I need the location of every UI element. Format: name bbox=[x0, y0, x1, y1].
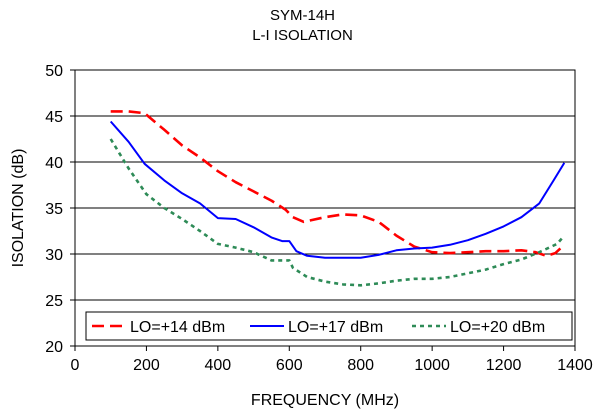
y-tick-label: 40 bbox=[45, 155, 63, 172]
chart-subtitle: L-I ISOLATION bbox=[252, 27, 353, 44]
series-line-3 bbox=[109, 138, 566, 287]
x-tick-label: 1000 bbox=[414, 357, 450, 374]
series-line-1 bbox=[110, 110, 566, 258]
legend-item-1: LO=+14 dBm bbox=[92, 319, 225, 336]
y-tick-label: 20 bbox=[45, 339, 63, 356]
legend-item-3: LO=+20 dBm bbox=[412, 319, 545, 336]
legend-item-2: LO=+17 dBm bbox=[250, 319, 383, 336]
x-tick-label: 400 bbox=[205, 357, 232, 374]
y-tick-label: 25 bbox=[45, 293, 63, 310]
x-tick-label: 0 bbox=[71, 357, 80, 374]
legend-label: LO=+20 dBm bbox=[450, 319, 545, 336]
legend-label: LO=+14 dBm bbox=[130, 319, 225, 336]
x-axis-ticks: 0 200 400 600 800 1000 1200 1400 bbox=[71, 346, 593, 374]
gridlines bbox=[75, 115, 575, 301]
y-axis-ticks: 20 25 30 35 40 45 50 bbox=[45, 63, 75, 356]
legend: LO=+14 dBm LO=+17 dBm LO=+20 dBm bbox=[85, 311, 573, 341]
x-tick-label: 200 bbox=[133, 357, 160, 374]
series-line-2 bbox=[109, 120, 566, 259]
x-tick-label: 1200 bbox=[486, 357, 522, 374]
legend-label: LO=+17 dBm bbox=[288, 319, 383, 336]
y-tick-label: 50 bbox=[45, 63, 63, 80]
x-axis-title: FREQUENCY (MHz) bbox=[251, 392, 399, 409]
y-axis-title: ISOLATION (dB) bbox=[10, 149, 27, 268]
x-tick-label: 800 bbox=[347, 357, 374, 374]
legend-box bbox=[85, 311, 573, 341]
x-tick-label: 1400 bbox=[557, 357, 593, 374]
chart-title: SYM-14H bbox=[269, 7, 336, 24]
series-lines bbox=[109, 110, 566, 287]
y-tick-label: 45 bbox=[45, 109, 63, 126]
y-tick-label: 35 bbox=[45, 201, 63, 218]
x-tick-label: 600 bbox=[276, 357, 303, 374]
y-tick-label: 30 bbox=[45, 247, 63, 264]
